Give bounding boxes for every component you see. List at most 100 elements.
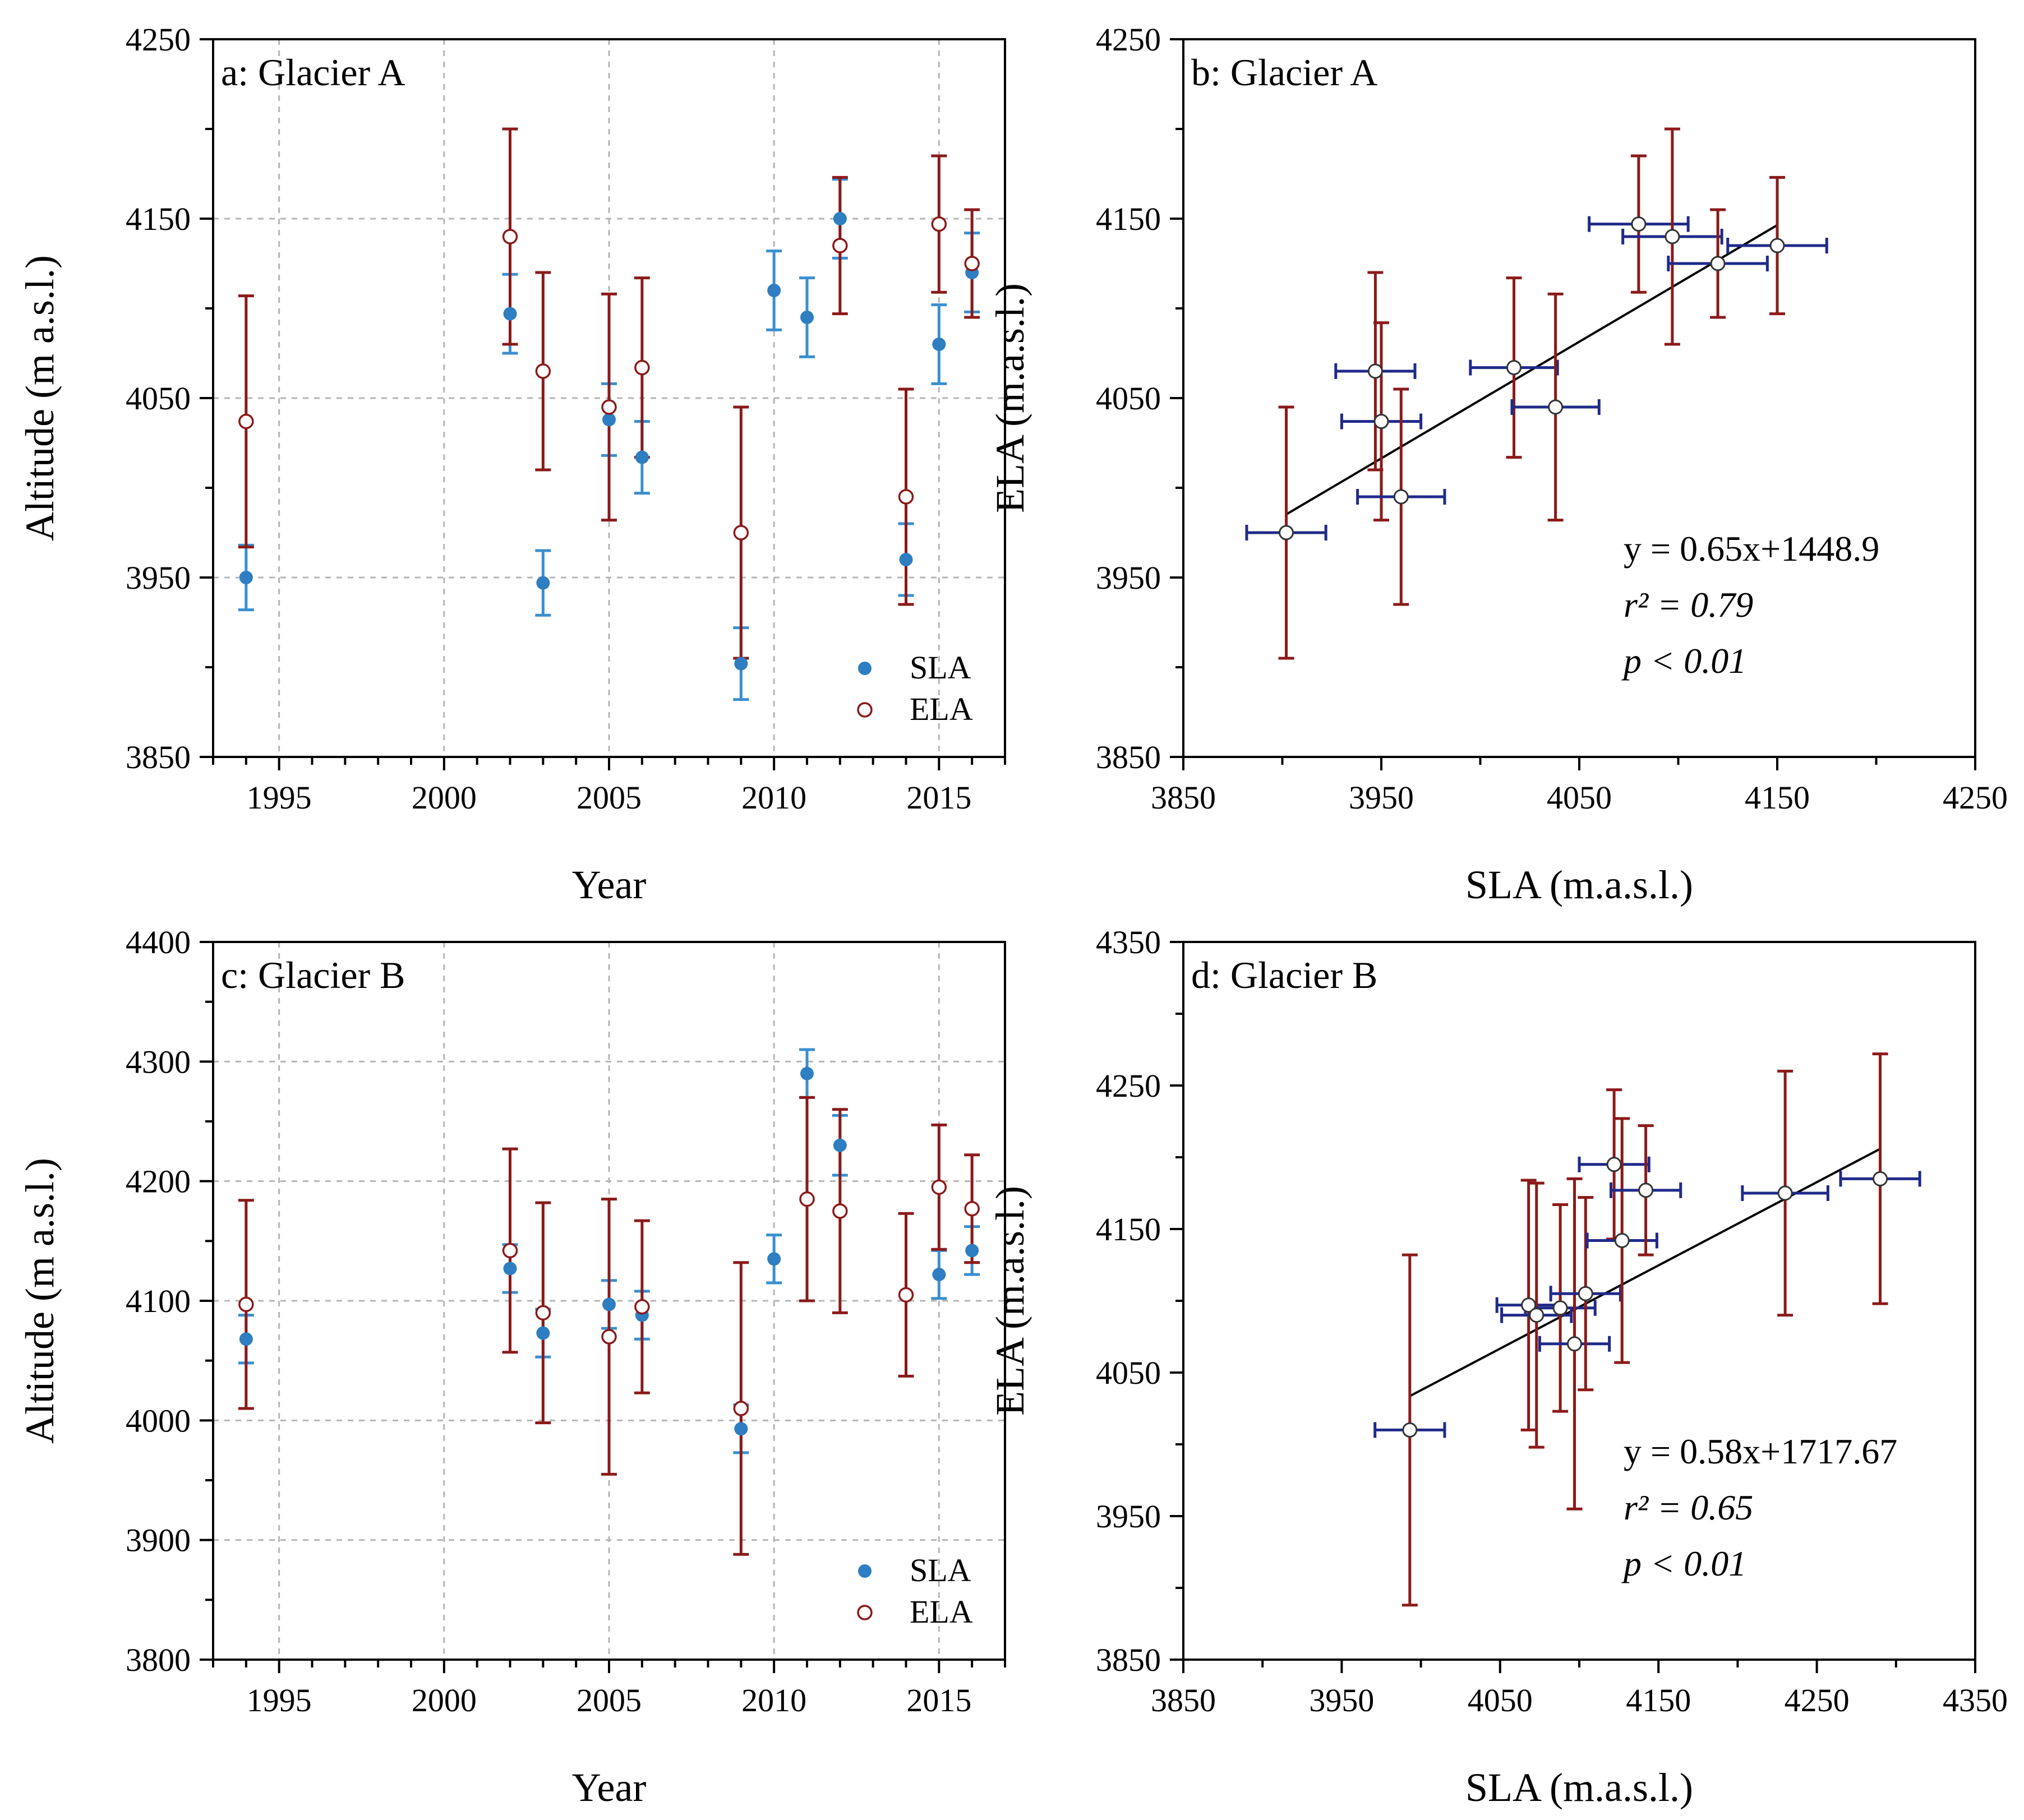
data-point — [1638, 1182, 1654, 1198]
panel-title: a: Glacier A — [221, 51, 405, 94]
y-tick-label: 4350 — [1096, 924, 1161, 960]
x-tick-label: 2015 — [906, 1682, 971, 1719]
ela-point — [535, 363, 551, 379]
x-tick-label: 4250 — [1943, 779, 2008, 816]
sla-point — [767, 1252, 781, 1266]
x-tick-label: 2010 — [741, 1682, 806, 1719]
x-tick-label: 2000 — [412, 1682, 477, 1719]
data-point — [1710, 256, 1726, 271]
sla-point — [602, 413, 616, 427]
sla-point — [536, 1326, 550, 1340]
data-point — [1769, 238, 1785, 253]
panel-c: 1995 2000 2005 2010 2015 3800 3900 4000 4100 4200… — [17, 924, 1006, 1810]
legend-ela-label: ELA — [910, 1593, 973, 1630]
sla-point — [635, 450, 649, 464]
data-point — [1614, 1232, 1630, 1248]
sla-point — [734, 657, 748, 671]
regression-equation: y = 0.65x+1448.9 — [1624, 529, 1879, 569]
ela-point — [931, 1179, 947, 1195]
ela-point — [601, 1329, 617, 1345]
y-tick-label: 4200 — [126, 1163, 191, 1200]
data-point — [1402, 1422, 1418, 1438]
data-point — [1567, 1336, 1583, 1352]
x-tick-label: 2005 — [577, 1682, 642, 1719]
sla-point — [833, 212, 847, 225]
ela-point — [964, 1200, 980, 1217]
regression-equation: y = 0.58x+1717.67 — [1624, 1431, 1897, 1471]
data-point — [1873, 1171, 1888, 1186]
x-axis-label: SLA (m.a.s.l.) — [1465, 1765, 1693, 1810]
legend: SLA ELA — [857, 1552, 973, 1630]
p-value-label: p < 0.01 — [1621, 1544, 1746, 1583]
sla-point — [965, 1244, 979, 1258]
x-tick-label: 4350 — [1943, 1682, 2008, 1719]
x-tick-label: 2005 — [577, 779, 642, 816]
y-tick-label: 3950 — [1096, 560, 1161, 596]
x-tick-label: 4050 — [1547, 779, 1612, 816]
ela-point — [832, 1203, 848, 1219]
plot-frame — [1182, 38, 1976, 758]
ela-point — [898, 1287, 914, 1303]
data-point — [1506, 360, 1522, 376]
y-tick-label: 3850 — [1096, 1642, 1161, 1678]
y-tick-label: 3850 — [1096, 739, 1161, 775]
x-tick-label: 4050 — [1468, 1682, 1533, 1719]
ela-point — [634, 359, 650, 376]
panel-title: b: Glacier A — [1191, 51, 1377, 94]
y-tick-label: 3900 — [126, 1522, 191, 1559]
ela-point — [964, 256, 980, 271]
ela-point — [634, 1299, 650, 1315]
data-point — [1373, 414, 1389, 429]
r-squared-label: r² = 0.65 — [1624, 1488, 1753, 1527]
x-tick-label: 2015 — [906, 779, 971, 816]
panel-a: 1995 2000 2005 2010 2015 3850 3950 4050 4150 4250… — [17, 21, 1006, 907]
y-axis-label: ELA (m.a.s.l.) — [988, 283, 1032, 513]
plot-frame — [1182, 941, 1976, 1661]
ela-point — [502, 1242, 518, 1259]
sla-point — [503, 1262, 517, 1276]
ela-point — [535, 1305, 551, 1321]
ela-point — [238, 1296, 254, 1313]
y-tick-label: 4150 — [126, 201, 191, 237]
y-tick-label: 4300 — [126, 1043, 191, 1080]
y-tick-label: 3950 — [1096, 1498, 1161, 1535]
r-squared-label: r² = 0.79 — [1624, 585, 1753, 625]
sla-point — [239, 1332, 253, 1346]
panel-b: 3850 3950 4050 4150 4250 3850 3950 4050 4150 4250… — [988, 21, 2008, 907]
legend-ela-marker — [857, 702, 873, 718]
legend-ela-label: ELA — [910, 691, 973, 727]
y-tick-label: 4000 — [126, 1402, 191, 1439]
ela-point — [733, 1401, 749, 1416]
legend: SLA ELA — [857, 649, 973, 727]
y-tick-label: 4250 — [1096, 1068, 1161, 1104]
ela-point — [238, 413, 254, 429]
y-tick-label: 4150 — [1096, 201, 1161, 237]
y-tick-label: 4250 — [126, 21, 191, 58]
y-tick-label: 4050 — [1096, 380, 1161, 417]
panel-d: 3850 3950 4050 4150 4250 4350 3850 3950 4050 4150… — [988, 924, 2008, 1810]
y-tick-label: 4250 — [1096, 21, 1161, 58]
x-tick-label: 3850 — [1151, 779, 1216, 816]
y-tick-label: 4050 — [126, 380, 191, 417]
data-point — [1552, 1300, 1568, 1316]
x-axis-label: Year — [572, 1765, 647, 1810]
x-tick-label: 2000 — [412, 779, 477, 816]
ela-point — [832, 238, 848, 253]
panel-title: c: Glacier B — [221, 954, 405, 996]
y-tick-label: 3800 — [126, 1642, 191, 1678]
legend-sla-marker — [858, 1564, 872, 1578]
x-axis-label: Year — [572, 862, 647, 907]
data-point — [1631, 216, 1647, 232]
x-tick-label: 1995 — [247, 1682, 312, 1719]
data-point — [1521, 1297, 1537, 1313]
y-axis-label: Altitude (m a.s.l.) — [17, 1158, 62, 1444]
x-tick-label: 4150 — [1626, 1682, 1691, 1719]
y-tick-label: 4100 — [126, 1283, 191, 1319]
data-point — [1665, 229, 1680, 244]
sla-point — [239, 571, 253, 584]
y-tick-label: 3950 — [126, 560, 191, 596]
x-tick-label: 3850 — [1151, 1682, 1216, 1719]
sla-point — [932, 1268, 946, 1282]
ela-point — [931, 216, 947, 232]
